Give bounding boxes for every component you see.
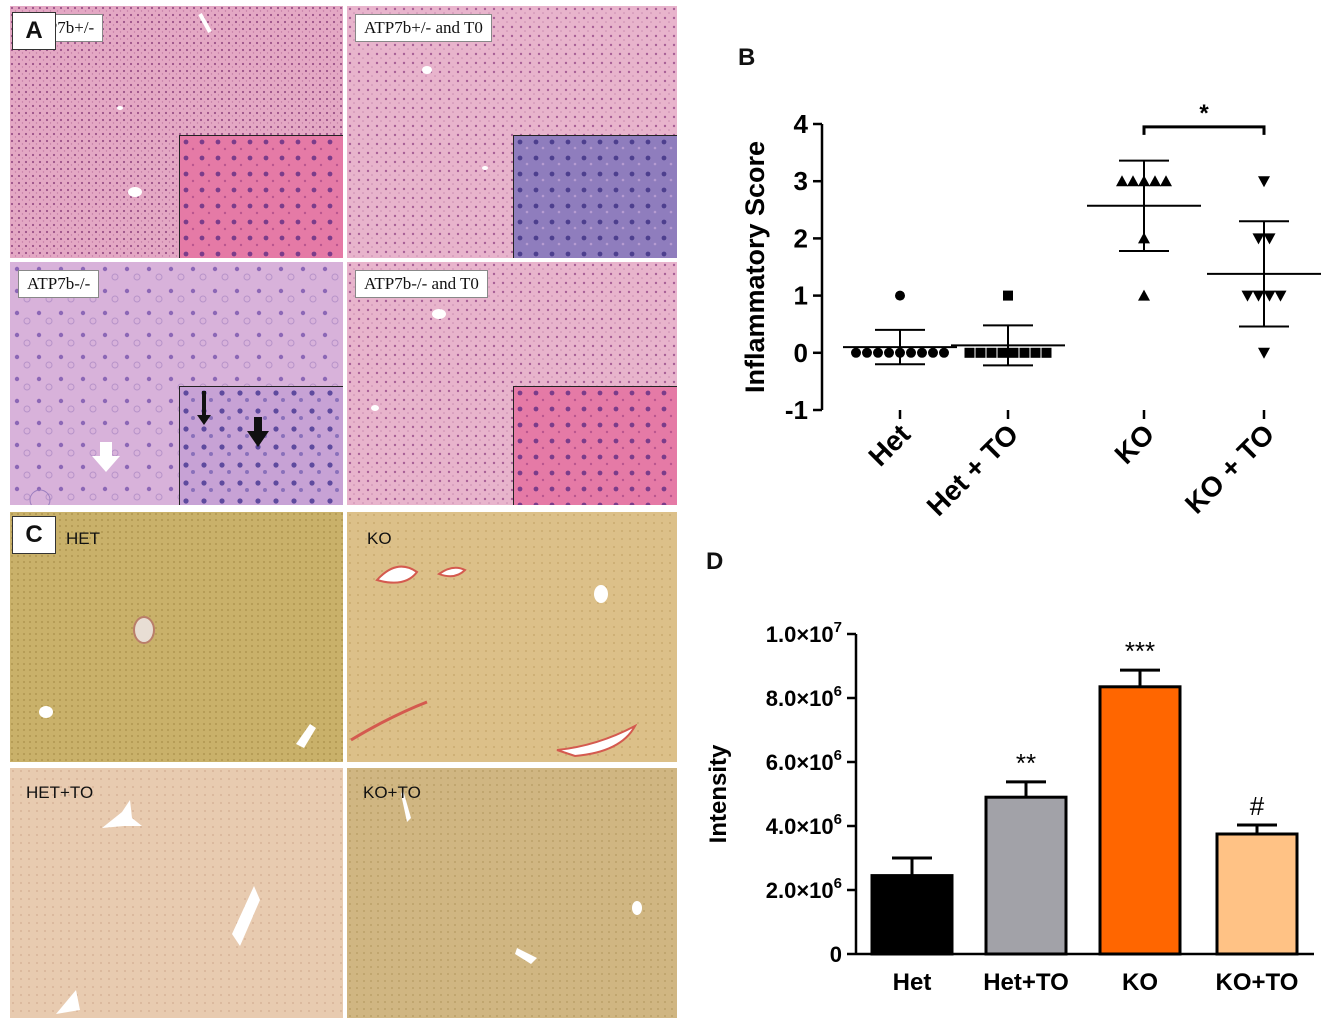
- y-axis-title: Inflammatory Score: [740, 141, 770, 393]
- data-point: [1258, 176, 1270, 188]
- data-point: [1263, 290, 1276, 302]
- data-point: [1263, 233, 1276, 245]
- y-tick-label: 1.0×107: [766, 619, 842, 647]
- y-tick-label: 1: [794, 281, 808, 311]
- data-point: [1252, 233, 1265, 245]
- significance-bracket: [1142, 125, 1266, 135]
- data-point: [997, 347, 1008, 358]
- data-point: [1019, 347, 1030, 358]
- data-point: [975, 347, 986, 358]
- data-point: [1149, 175, 1161, 187]
- y-tick-mantissa: 4.0×10: [766, 814, 834, 839]
- y-tick-exponent: 7: [834, 619, 842, 636]
- y-tick-mantissa: 1.0×10: [766, 622, 834, 647]
- significance-marker: *: [1199, 100, 1209, 127]
- bar: [1215, 832, 1299, 956]
- inflammatory-score-chart: 4 3 2 1 0 -1 Inflammatory Score Het Het + TO KO KO…: [740, 100, 1321, 522]
- y-axis-title: Intensity: [705, 744, 732, 843]
- bar: [1098, 685, 1182, 956]
- x-tick-label: Het+TO: [983, 969, 1069, 996]
- data-point: [986, 347, 997, 358]
- data-point: [1030, 347, 1041, 358]
- data-point: [1274, 290, 1287, 302]
- panel-letter-b: B: [738, 44, 756, 71]
- x-tick-label: Het + TO: [921, 418, 1025, 522]
- significance-marker: ***: [1125, 636, 1155, 666]
- data-point: [1252, 290, 1265, 302]
- y-tick-label: -1: [785, 395, 808, 425]
- micrograph-inset: [179, 135, 343, 258]
- micrograph-label: ATP7b+/- and T0: [355, 14, 492, 42]
- x-tick-label: Het: [893, 969, 932, 996]
- data-point: [1127, 175, 1139, 187]
- data-point: [917, 347, 927, 358]
- data-point: [1258, 347, 1270, 359]
- micrograph-ko: ATP7b-/-: [10, 262, 343, 505]
- y-tick-label: 0: [794, 338, 808, 368]
- y-tick-label: 3: [794, 166, 808, 196]
- data-point: [1003, 290, 1013, 301]
- y-tick-label: 2: [794, 223, 808, 253]
- data-point: [1041, 347, 1052, 358]
- data-point: [1160, 175, 1172, 187]
- data-point: [895, 290, 905, 301]
- micrograph-het-t0: ATP7b+/- and T0: [347, 6, 677, 258]
- y-tick-label: 4: [794, 109, 809, 139]
- data-point: [884, 347, 894, 358]
- y-tick-label: 6.0×106: [766, 747, 842, 775]
- x-tick-label: KO: [1122, 969, 1158, 996]
- data-point: [928, 347, 938, 358]
- data-point: [1138, 289, 1150, 301]
- y-tick-mantissa: 6.0×10: [766, 750, 834, 775]
- significance-marker: **: [1016, 748, 1036, 778]
- micrograph-label: ATP7b-/-: [18, 270, 100, 298]
- micrograph-label: ATP7b-/- and T0: [355, 270, 488, 298]
- y-tick-mantissa: 0: [830, 942, 842, 967]
- data-point: [964, 347, 975, 358]
- significance-marker: #: [1250, 791, 1265, 821]
- y-tick-exponent: 6: [834, 747, 842, 764]
- y-tick-exponent: 6: [834, 811, 842, 828]
- data-point: [862, 347, 872, 358]
- data-point: [906, 347, 916, 358]
- micrograph-het-to-sirius: HET+TO: [10, 768, 343, 1018]
- micrograph-het-sirius: HET: [10, 512, 343, 762]
- micrograph-inset: [513, 386, 677, 505]
- micrograph-label: HET+TO: [26, 783, 94, 802]
- micrograph-ko-sirius: KO: [347, 512, 677, 762]
- x-tick-label: KO: [1109, 418, 1161, 470]
- x-tick-label: Het: [862, 418, 916, 472]
- micrograph-inset: [513, 135, 677, 258]
- micrograph-inset: [179, 386, 343, 505]
- micrograph-label: KO+TO: [363, 783, 421, 802]
- micrograph-label: HET: [66, 529, 100, 548]
- data-point: [1116, 175, 1128, 187]
- y-tick-mantissa: 8.0×10: [766, 686, 834, 711]
- data-point: [873, 347, 883, 358]
- y-tick-mantissa: 2.0×10: [766, 878, 834, 903]
- panel-letter-a: A: [12, 12, 56, 50]
- data-point: [1241, 290, 1254, 302]
- data-point: [939, 347, 949, 358]
- y-tick-label: 4.0×106: [766, 811, 842, 839]
- panel-letter-d: D: [706, 548, 724, 575]
- y-tick-exponent: 6: [834, 683, 842, 700]
- y-tick-exponent: 6: [834, 875, 842, 892]
- x-tick-label: KO + TO: [1179, 418, 1280, 519]
- intensity-bar-chart: 02.0×1064.0×1066.0×1068.0×1061.0×107Inte…: [705, 619, 1314, 996]
- bar: [870, 874, 954, 956]
- bar: [984, 795, 1068, 956]
- data-point: [1008, 347, 1019, 358]
- panel-letter-c: C: [12, 516, 56, 554]
- micrograph-label: KO: [367, 529, 392, 548]
- micrograph-ko-t0: ATP7b-/- and T0: [347, 262, 677, 505]
- y-tick-label: 2.0×106: [766, 875, 842, 903]
- x-tick-label: KO+TO: [1216, 969, 1299, 996]
- data-point: [851, 347, 861, 358]
- y-tick-label: 0: [830, 942, 842, 967]
- micrograph-ko-to-sirius: KO+TO: [347, 768, 677, 1018]
- micrograph-het: ATP7b+/-: [10, 6, 343, 258]
- y-tick-label: 8.0×106: [766, 683, 842, 711]
